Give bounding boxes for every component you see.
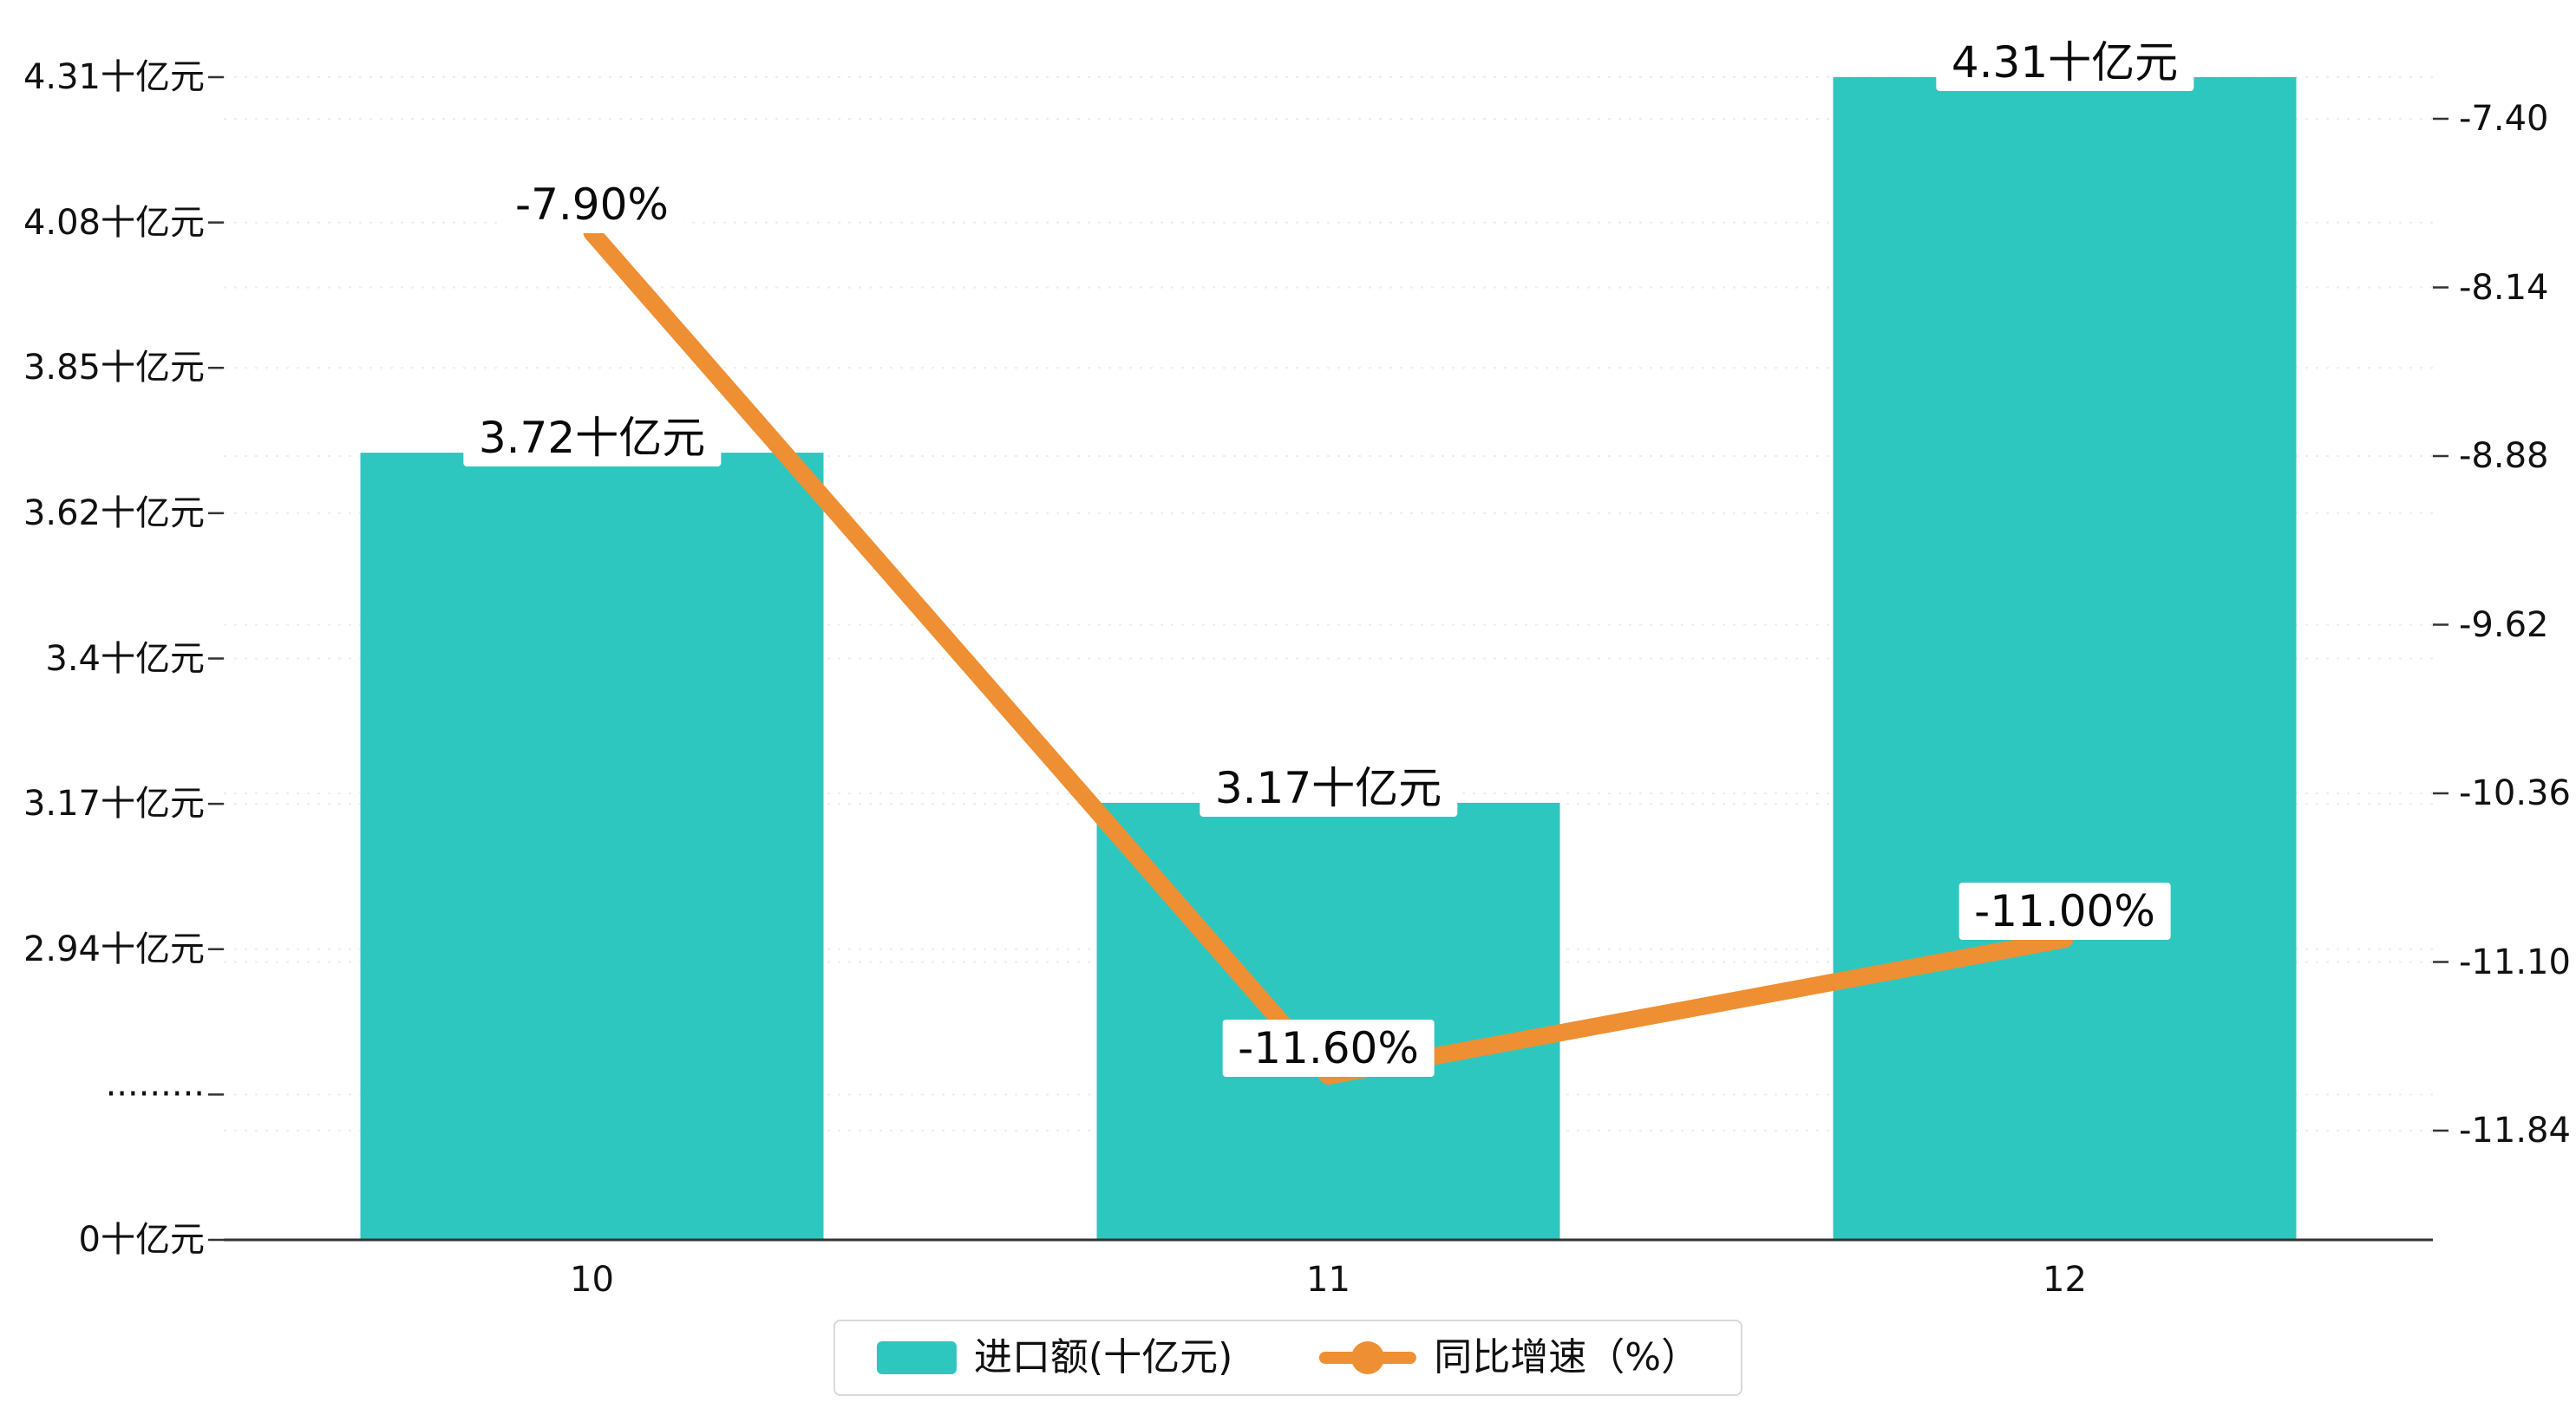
line-series-swatch-icon	[1319, 1341, 1417, 1374]
legend-label-growth: 同比增速（%）	[1434, 1335, 1700, 1379]
bar-10[interactable]	[360, 453, 824, 1240]
legend: 进口额(十亿元) 同比增速（%）	[833, 1320, 1743, 1396]
line-series-dot-icon	[1351, 1341, 1385, 1374]
legend-item-imports[interactable]: 进口额(十亿元)	[876, 1335, 1233, 1380]
legend-item-growth[interactable]: 同比增速（%）	[1319, 1335, 1699, 1380]
bar-12[interactable]	[1833, 77, 2297, 1240]
bar-series-swatch-icon	[876, 1341, 957, 1374]
legend-label-imports: 进口额(十亿元)	[973, 1335, 1233, 1379]
bar-11[interactable]	[1096, 802, 1560, 1240]
